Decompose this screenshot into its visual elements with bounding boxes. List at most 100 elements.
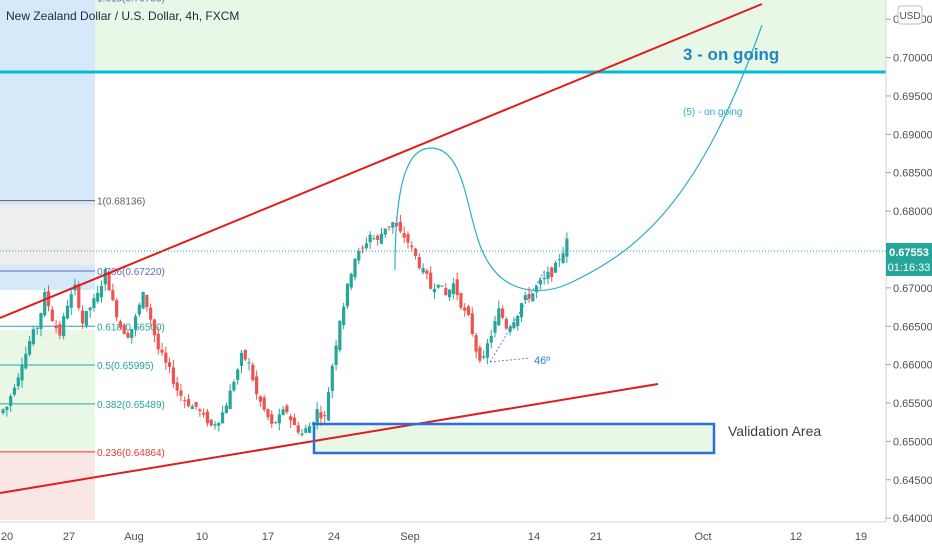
candle-body [379, 233, 384, 244]
candle-body [447, 289, 452, 298]
time-tick-label: 20 [1, 531, 13, 543]
candle-body [383, 228, 387, 235]
candle-body [542, 277, 546, 280]
candle-body [497, 308, 501, 326]
candle-body [266, 409, 270, 418]
candle-body [459, 293, 463, 308]
candle-body [145, 294, 149, 308]
candle-body [43, 292, 47, 316]
fib-level-label: 0.236(0.64864) [97, 448, 165, 459]
candle-body [474, 335, 478, 352]
fib-level-label: 1.618(0.70783) [97, 0, 165, 4]
candle-body [360, 247, 365, 249]
candle-body [342, 306, 346, 326]
candle-body [326, 392, 331, 421]
candle-body [77, 284, 81, 308]
fib-level-label: 1(0.68136) [97, 197, 145, 208]
price-tick-label: 0.66000 [893, 360, 932, 372]
price-tick-label: 0.64000 [893, 513, 932, 525]
candle-body [270, 414, 274, 424]
candle-body [455, 279, 459, 296]
time-tick-label: 24 [328, 531, 340, 543]
candle-body [281, 409, 285, 415]
candle-body [62, 316, 66, 337]
candle-body [406, 234, 410, 243]
candle-body [198, 409, 202, 412]
candle-body [232, 382, 236, 391]
candle-body [39, 313, 43, 330]
candle-body [84, 311, 88, 326]
fibonacci-levels: 1.618(0.70783) 1(0.68136) 0.786(0.67220) 0.… [0, 0, 165, 459]
validation-zone-fill [314, 424, 714, 453]
candle-body [485, 343, 490, 358]
price-tick-label: 0.69000 [893, 129, 932, 141]
candle-body [228, 390, 232, 409]
candle-body [304, 428, 308, 433]
candle-body [561, 253, 565, 263]
validation-area-box[interactable] [312, 422, 716, 455]
candle-body [523, 295, 527, 300]
candle-body [118, 321, 123, 328]
candle-body [205, 411, 210, 424]
candle-body [345, 283, 350, 307]
price-tick-label: 0.69500 [893, 91, 932, 103]
candle-body [194, 402, 198, 407]
price-tick-label: 0.67000 [893, 283, 932, 295]
candle-body [122, 324, 126, 335]
candle-body [24, 353, 28, 369]
upper-trendline[interactable] [0, 3, 763, 319]
time-axis-ticks: 20 27 Aug 10 17 24 Sep 14 21 Oct 12 19 [1, 531, 867, 543]
candle-body [111, 290, 115, 301]
candle-body [209, 419, 213, 426]
candle-body [546, 271, 550, 279]
candle-body [255, 376, 259, 395]
candle-body [1, 409, 5, 414]
candle-body [239, 352, 244, 366]
candle-body [213, 424, 217, 426]
candle-body [338, 320, 342, 350]
candle-body [88, 307, 92, 311]
candle-body [417, 257, 421, 269]
candle-body [5, 406, 9, 410]
candle-body [35, 327, 39, 329]
candle-body [141, 292, 145, 309]
candle-body [171, 367, 175, 384]
candle-body [289, 416, 293, 421]
candle-body [451, 283, 455, 295]
currency-badge-box[interactable] [897, 5, 923, 25]
candle-body [429, 272, 433, 289]
candle-body [258, 396, 263, 402]
candle-body [372, 238, 376, 240]
candle-body [190, 406, 194, 409]
price-tick-label: 0.70000 [893, 53, 932, 65]
candle-body [508, 326, 512, 332]
candle-body [478, 347, 482, 361]
candle-body [152, 319, 157, 336]
candle-body [92, 298, 96, 309]
time-tick-label: Oct [694, 531, 711, 543]
wave5-annotation: (5) - on going [683, 107, 742, 118]
candle-body [296, 425, 300, 433]
fib-level-label: 0.786(0.67220) [97, 267, 165, 278]
candle-body [50, 309, 54, 322]
candle-body [565, 238, 569, 257]
candle-body [482, 356, 486, 358]
candle-body [334, 345, 338, 365]
candle-body [489, 335, 493, 343]
candle-body [376, 235, 380, 241]
price-tick-label: 0.68000 [893, 206, 932, 218]
lower-trendline[interactable] [0, 383, 659, 494]
candle-body [330, 365, 334, 391]
candle-body [277, 414, 281, 424]
candle-body [164, 352, 168, 363]
candle-body [27, 341, 32, 355]
candle-body [31, 329, 35, 345]
price-tick-label: 0.66500 [893, 321, 932, 333]
candle-body [402, 233, 406, 238]
candle-body [538, 279, 543, 285]
wave-projection-curve[interactable] [394, 24, 763, 292]
time-axis[interactable] [0, 522, 886, 550]
candle-body [519, 303, 524, 318]
candle-body [9, 396, 13, 406]
